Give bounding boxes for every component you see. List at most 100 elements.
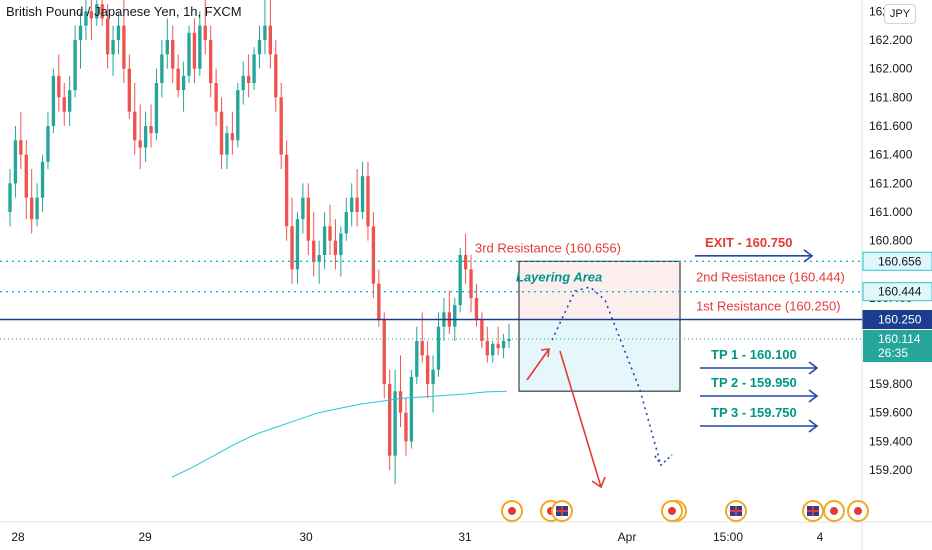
drop-arrow <box>559 350 602 488</box>
y-tick-label: 159.600 <box>869 406 913 420</box>
candle-body <box>382 319 386 384</box>
candle-body <box>40 161 45 198</box>
candle-body <box>463 255 468 270</box>
candle-body <box>84 11 88 26</box>
candle-body <box>360 176 365 212</box>
candle-body <box>219 111 224 155</box>
event-dot <box>508 507 516 515</box>
candle-body <box>160 54 164 83</box>
candle-body <box>480 319 484 341</box>
candle-body <box>398 391 403 413</box>
y-tick-label: 160.800 <box>869 234 913 248</box>
candle-body <box>355 197 359 212</box>
y-tick-label: 161.800 <box>869 90 913 104</box>
candle-body <box>474 298 479 320</box>
candle-body <box>350 197 354 212</box>
price-level-label: 160.656 <box>878 254 922 268</box>
y-tick-label: 161.200 <box>869 176 913 190</box>
candle-body <box>458 255 462 306</box>
price-level-badge <box>862 310 932 329</box>
candle-body <box>30 197 34 220</box>
y-tick-label: 162.000 <box>869 62 913 76</box>
projection-path-head <box>654 454 673 467</box>
event-dot <box>830 507 838 515</box>
candle-body <box>192 32 197 69</box>
candle-body <box>13 140 18 184</box>
y-tick-label: 159.800 <box>869 377 913 391</box>
take-profit-label: TP 2 - 159.950 <box>711 375 797 390</box>
x-tick-label: 28 <box>11 530 25 544</box>
candle-body <box>57 75 61 98</box>
take-profit-arrow-head <box>808 419 819 433</box>
candle-body <box>344 212 348 234</box>
candle-body <box>333 240 338 255</box>
candle-body <box>404 412 408 442</box>
candle-body <box>198 25 202 69</box>
candle-body <box>35 197 39 220</box>
candle-body <box>425 355 430 384</box>
take-profit-arrow-head <box>808 389 819 403</box>
candle-body <box>377 283 381 320</box>
chart-title: British Pound / Japanese Yen, 1h, FXCM <box>6 4 242 19</box>
candle-body <box>420 341 424 356</box>
take-profit-label: TP 1 - 160.100 <box>711 347 797 362</box>
candle-body <box>263 25 267 40</box>
current-price-label: 160.114 <box>878 332 921 346</box>
candle-body <box>236 90 240 141</box>
price-level-badge <box>862 251 932 271</box>
candle-body <box>8 183 12 212</box>
candle-body <box>371 226 376 284</box>
currency-button[interactable]: JPY <box>884 4 916 24</box>
candle-body <box>393 391 397 456</box>
x-tick-label: 30 <box>299 530 313 544</box>
third-resistance-label: 3rd Resistance (160.656) <box>475 240 621 255</box>
candle-body <box>89 11 94 19</box>
candle-body <box>431 369 435 384</box>
candle-body <box>301 197 305 220</box>
support-zone-box <box>518 319 681 392</box>
candle-body <box>312 240 316 263</box>
candle-body <box>491 343 495 356</box>
candle-body <box>230 133 235 141</box>
price-level-label: 160.444 <box>878 285 922 299</box>
candle-body <box>19 140 23 155</box>
current-price-badge <box>863 329 932 362</box>
candle-body <box>154 83 159 134</box>
candle-body <box>116 25 121 40</box>
candle-body <box>181 75 186 91</box>
candle-body <box>241 75 245 91</box>
x-tick-label: 29 <box>138 530 152 544</box>
candle-body <box>246 75 251 83</box>
candle-body <box>366 176 370 227</box>
candle-body <box>268 25 273 55</box>
candle-body <box>165 40 169 55</box>
candle-body <box>209 40 213 83</box>
candle-body <box>328 226 332 241</box>
candle-body <box>284 154 289 227</box>
candle-body <box>100 4 104 19</box>
y-tick-label: 159.200 <box>869 463 913 477</box>
candle-body <box>51 75 56 126</box>
y-tick-label: 161.400 <box>869 148 913 162</box>
candle-body <box>203 25 207 40</box>
candle-body <box>149 126 153 134</box>
resistance-zone-box <box>518 260 681 321</box>
candle-body <box>507 338 511 341</box>
price-level-badge <box>862 282 932 302</box>
exit-label: EXIT - 160.750 <box>705 235 792 250</box>
candle-body <box>409 376 414 442</box>
candle-body <box>171 40 175 69</box>
y-tick-label: 162.200 <box>869 33 913 47</box>
price-level-label: 160.250 <box>878 313 922 327</box>
moving-average-line <box>171 390 508 478</box>
second-resistance-label: 2nd Resistance (160.444) <box>696 270 845 285</box>
candle-body <box>46 126 50 162</box>
x-tick-label: 4 <box>817 530 824 544</box>
candle-body <box>105 18 110 55</box>
countdown-label: 26:35 <box>878 346 908 360</box>
candle-body <box>339 233 343 255</box>
layering-area-label: Layering Area <box>516 270 602 285</box>
candle-body <box>225 133 229 155</box>
candle-body <box>274 54 278 98</box>
